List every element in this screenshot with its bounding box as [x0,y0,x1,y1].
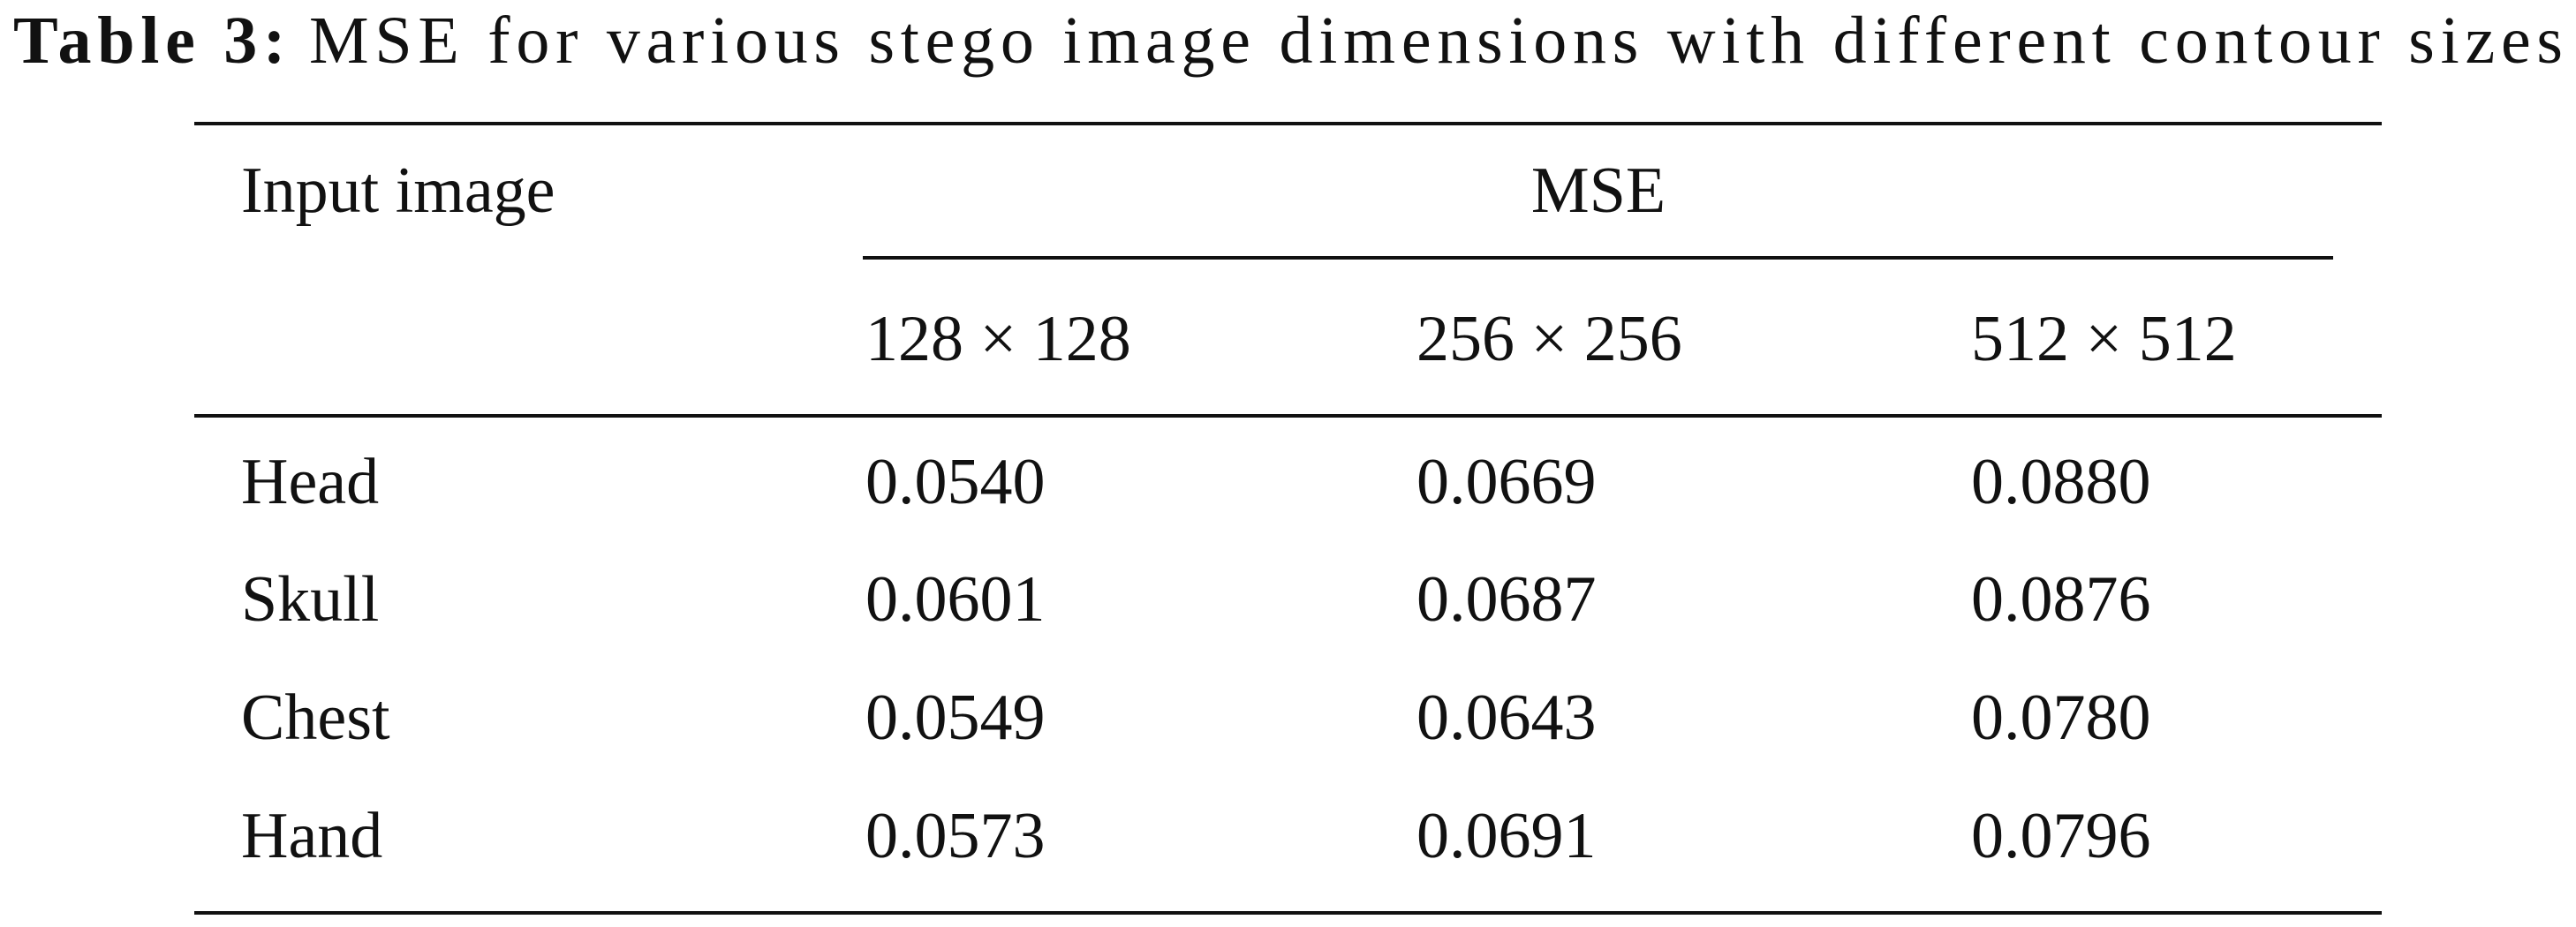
row-label: Chest [241,682,390,754]
value-cell: 0.0780 [1971,682,2151,754]
value-cell: 0.0687 [1416,563,1597,636]
caption-text: MSE for various stego image dimensions w… [309,4,2563,78]
table-body: 128 × 128 256 × 256 512 × 512 Head 0.0540 0.0… [241,303,2237,872]
subheader-cell: 128 × 128 [865,303,1131,375]
subheader-cell: 256 × 256 [1416,303,1682,375]
value-cell: 0.0601 [865,563,1046,636]
value-cell: 0.0573 [865,800,1046,872]
value-cell: 0.0876 [1971,563,2151,636]
value-cell: 0.0669 [1416,446,1597,518]
value-cell: 0.0880 [1971,446,2151,518]
caption: Table 3: MSE for various stego image dime… [13,4,2563,78]
row-label: Skull [241,563,379,636]
subheader-cell: 512 × 512 [1971,303,2237,375]
value-cell: 0.0796 [1971,800,2151,872]
header-cell: Input image [241,154,555,227]
row-label: Hand [241,800,382,872]
value-cell: 0.0549 [865,682,1046,754]
value-cell: 0.0691 [1416,800,1597,872]
caption-label: Table 3: [13,4,285,78]
value-cell: 0.0643 [1416,682,1597,754]
header-cell: MSE [1531,154,1666,227]
row-label: Head [241,446,379,518]
value-cell: 0.0540 [865,446,1046,518]
